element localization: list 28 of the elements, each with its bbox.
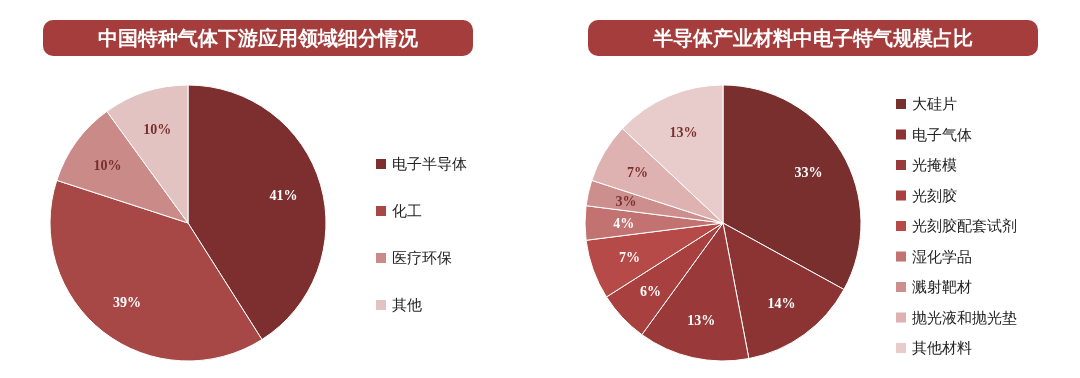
data-label: 13% [669, 124, 698, 140]
data-label: 7% [619, 249, 641, 265]
data-label: 10% [143, 121, 172, 137]
data-label: 7% [626, 165, 648, 181]
legend-label: 湿化学品 [912, 247, 972, 266]
chart-title: 中国特种气体下游应用领域细分情况 [98, 26, 419, 50]
data-label: 33% [794, 165, 823, 181]
legend-label: 其他 [392, 296, 422, 314]
data-label: 4% [613, 216, 635, 231]
legend-label: 化工 [392, 202, 422, 220]
legend-label: 光刻胶配套试剂 [912, 217, 1017, 235]
legend-label: 抛光液和抛光垫 [912, 308, 1017, 327]
legend-label: 大硅片 [912, 95, 957, 113]
legend-label: 电子气体 [912, 125, 972, 144]
legend-label: 医疗环保 [392, 249, 452, 267]
legend-label: 光掩模 [912, 156, 957, 174]
data-label: 10% [93, 157, 122, 173]
data-label: 3% [615, 194, 637, 210]
legend-label: 光刻胶 [912, 186, 957, 205]
data-label: 39% [113, 294, 142, 310]
data-label: 13% [687, 312, 716, 328]
legend-label: 电子半导体 [392, 155, 467, 173]
data-label: 6% [640, 284, 662, 300]
chart-title: 半导体产业材料中电子特气规模占比 [652, 26, 973, 50]
data-label: 14% [767, 296, 796, 312]
legend-label: 其他材料 [912, 339, 972, 357]
data-label: 41% [269, 188, 298, 204]
legend-label: 溅射靶材 [912, 278, 972, 296]
